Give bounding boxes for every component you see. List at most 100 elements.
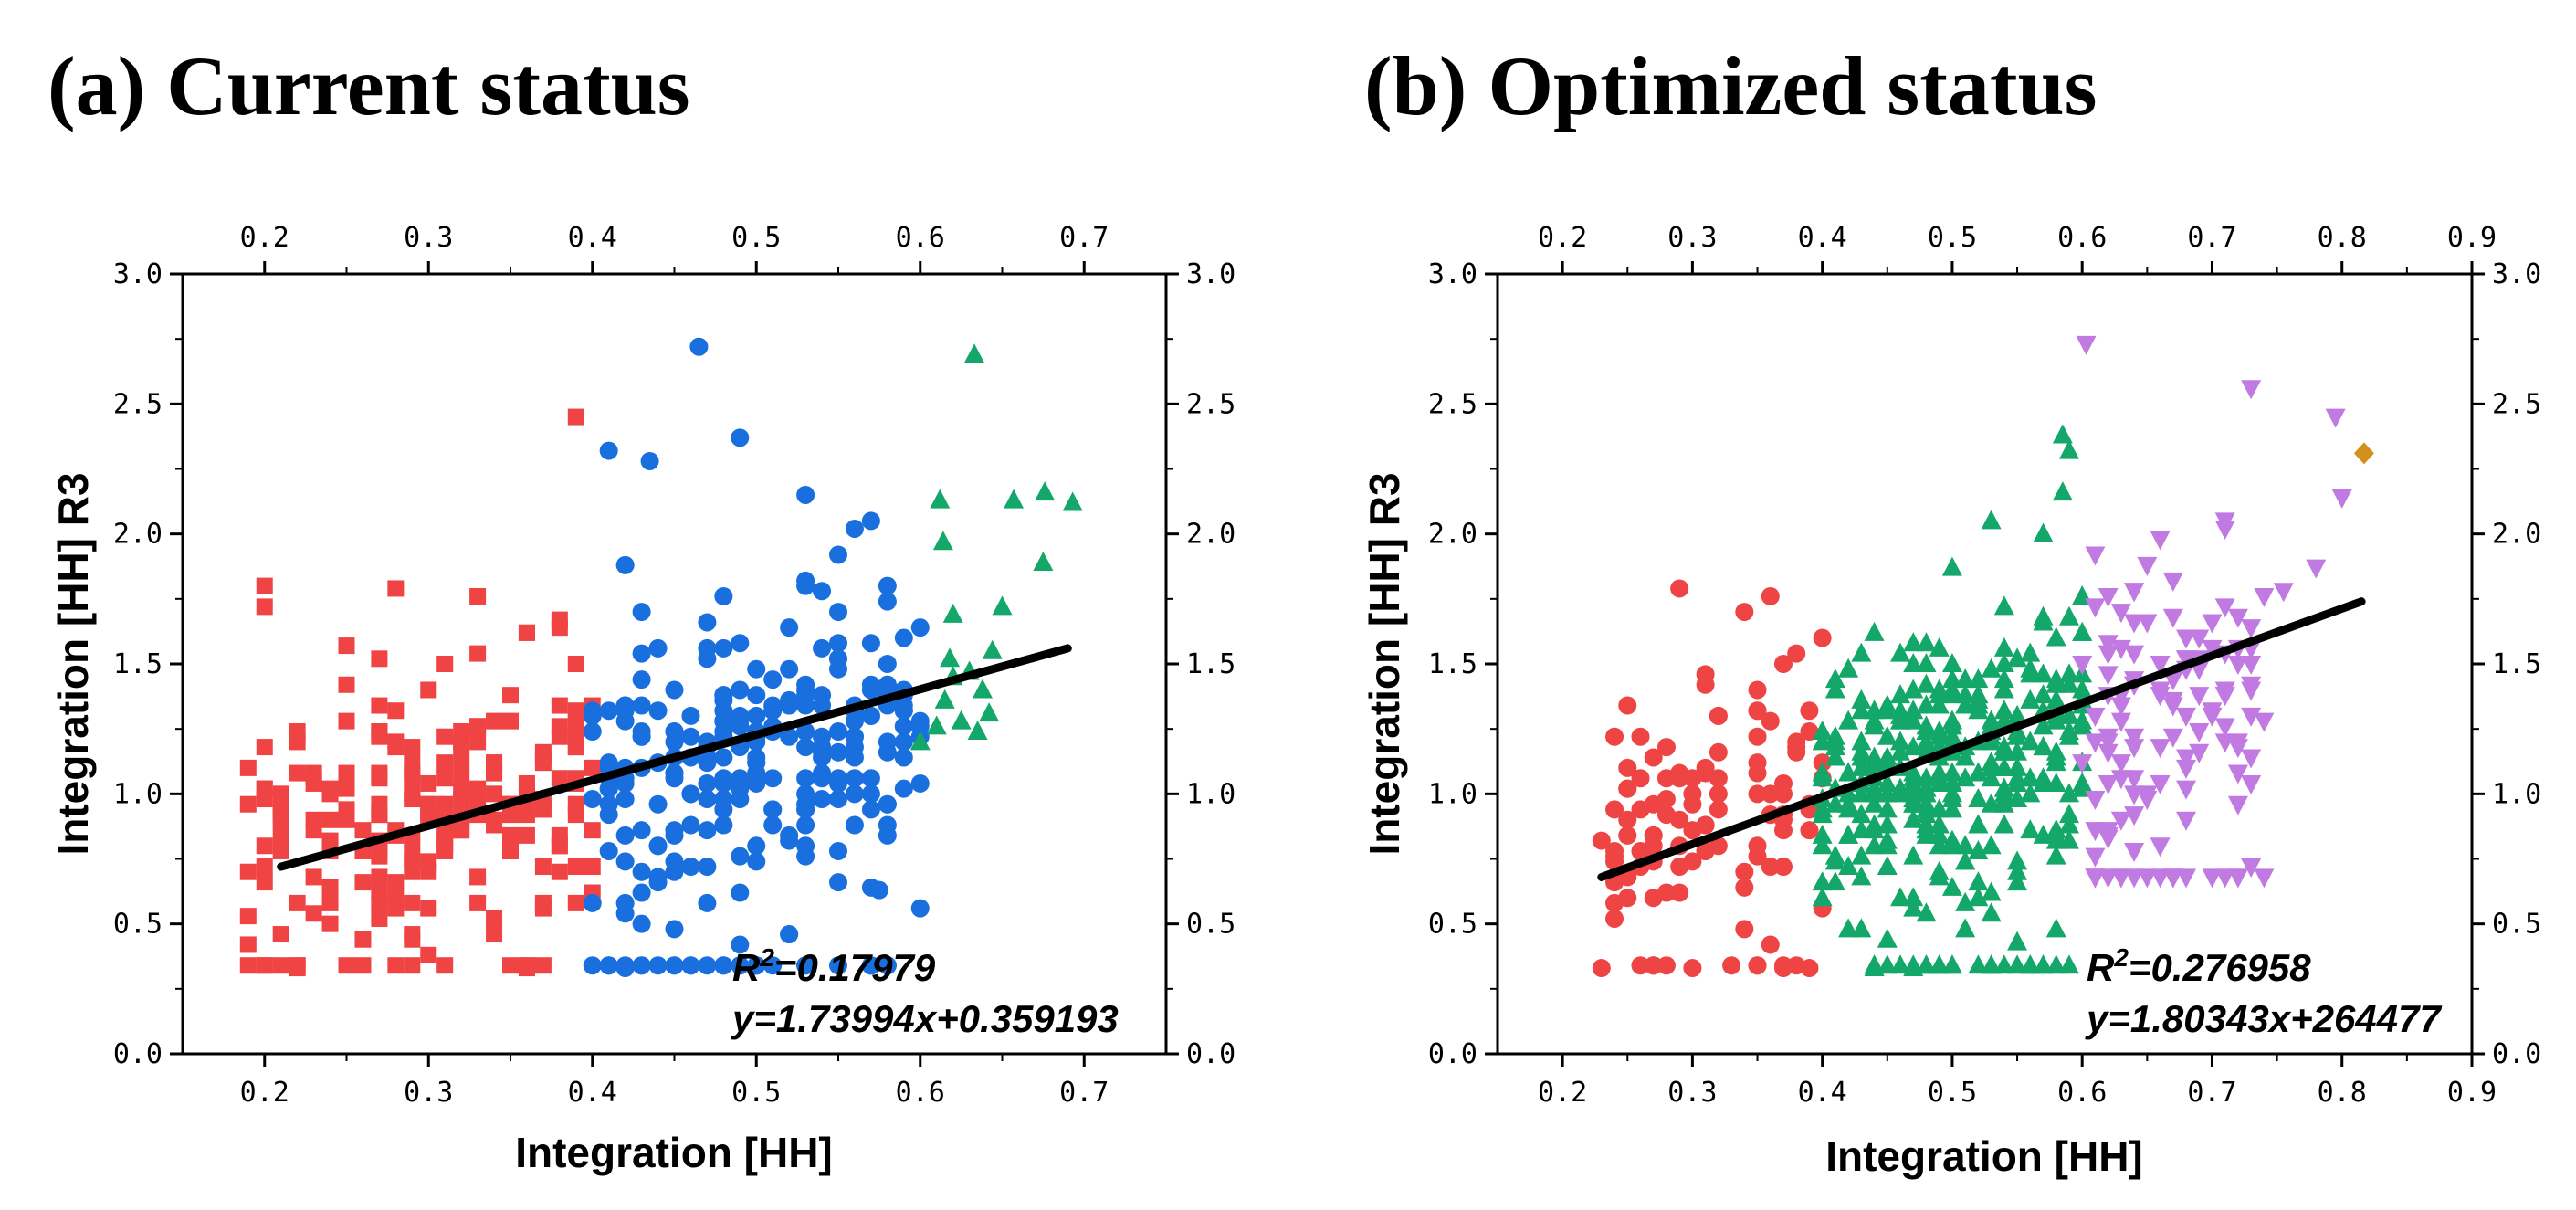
panel-a-series2-point xyxy=(747,836,766,856)
panel-b-series3-point xyxy=(2254,868,2275,889)
panel-b-series3-point xyxy=(2202,639,2223,659)
panel-b-series2-point xyxy=(1824,793,1845,813)
panel-b-series1-point xyxy=(1735,862,1754,881)
panel-b-series3-point xyxy=(2254,587,2275,607)
panel-a-series1-point xyxy=(256,858,273,876)
panel-b-series2-point xyxy=(2058,439,2079,459)
panel-b-series3-point xyxy=(2162,608,2183,628)
panel-b-series2-point xyxy=(1955,767,1976,787)
panel-b-series1-point xyxy=(1618,758,1637,777)
panel-a-series2-point xyxy=(731,711,750,731)
panel-a-series2-point xyxy=(648,794,668,814)
panel-b-series2-point xyxy=(2058,804,2079,824)
panel-b-series1-point xyxy=(1709,784,1728,804)
panel-a-series2-point xyxy=(829,742,847,762)
panel-a-series2-point xyxy=(648,868,668,887)
panel-b-series2-point xyxy=(1955,694,1976,714)
panel-b-series2-point xyxy=(2020,954,2041,974)
panel-b-series2-point xyxy=(1981,881,2002,901)
panel-b-series1-point xyxy=(1618,826,1637,845)
panel-a-series1-point xyxy=(387,889,405,907)
panel-b-series2-point xyxy=(2033,954,2054,974)
panel-a-series1-point xyxy=(404,931,421,948)
panel-a-series1-point xyxy=(305,868,322,886)
panel-a-series1-point xyxy=(338,764,355,782)
panel-b-series2-point xyxy=(1877,928,1898,948)
panel-a-series2-point xyxy=(780,925,799,944)
panel-a-series1-point xyxy=(338,676,355,693)
panel-b-series2-point xyxy=(1877,954,1898,974)
panel-b-series2-point xyxy=(1993,668,2014,689)
panel-b-series2-point xyxy=(1851,819,1872,839)
panel-b-series2-point xyxy=(1824,725,1845,745)
panel-b-series1-point xyxy=(1748,956,1767,975)
panel-a-series1-point xyxy=(239,795,257,813)
panel-a-series2-point xyxy=(714,748,733,767)
panel-a-series2-point xyxy=(615,893,635,912)
panel-a-series1-point xyxy=(404,770,421,787)
panel-a-series2-point xyxy=(599,753,618,773)
panel-b-series1-point xyxy=(1787,644,1806,663)
panel-a-series1-point xyxy=(436,957,454,974)
panel-b-series2-point xyxy=(1993,793,2014,813)
panel-b-series1-point xyxy=(1696,815,1715,835)
panel-b-series3-point xyxy=(2110,754,2131,774)
panel-a-series1-point xyxy=(584,822,601,839)
panel-a-series2-point xyxy=(599,956,618,975)
panel-a-series1-point xyxy=(453,754,470,772)
panel-a-series2-point xyxy=(796,576,815,595)
panel-a-series2-point xyxy=(780,659,799,679)
panel-b-r2: R2=0.276958 xyxy=(2087,943,2311,989)
panel-a-series2-point xyxy=(894,717,913,736)
panel-b-series3-point xyxy=(2214,868,2235,889)
panel-a-series2-point xyxy=(861,680,880,700)
panel-a-series2-point xyxy=(731,956,750,975)
panel-b-series3-point xyxy=(2124,583,2145,603)
panel-b-series2-point xyxy=(2020,663,2041,683)
panel-b-series2-point xyxy=(1941,556,1962,576)
panel-a-series1-point xyxy=(289,764,306,782)
panel-b-series3-point xyxy=(2176,650,2197,670)
panel-b-series3-point xyxy=(2098,774,2119,794)
panel-a-series2-point xyxy=(665,821,684,840)
panel-b-series2-point xyxy=(1851,731,1872,751)
panel-a-series1-point xyxy=(567,858,584,876)
panel-a-series1-point xyxy=(486,712,503,730)
panel-b-series3-point xyxy=(2150,656,2171,675)
panel-b-frame xyxy=(1496,272,2474,1056)
panel-a-series2-point xyxy=(829,603,847,622)
panel-b-series2-point xyxy=(1993,679,2014,699)
panel-b-series3-point xyxy=(2162,671,2183,691)
panel-b-series2-point xyxy=(1993,595,2014,616)
panel-b-xlabel: Integration [HH] xyxy=(1825,1132,2143,1180)
panel-a-series2-point xyxy=(763,800,783,819)
panel-a-xlabel: Integration [HH] xyxy=(515,1129,833,1176)
panel-b-series2-point xyxy=(1877,725,1898,745)
panel-a-series2-point xyxy=(894,748,913,767)
panel-a-ytick-label-right: 0.0 xyxy=(1186,1038,1235,1070)
panel-b-series2-point xyxy=(1812,721,1833,741)
panel-b-ytick-label-left: 0.0 xyxy=(1428,1038,1477,1070)
panel-a-series2-point xyxy=(829,722,847,742)
panel-b-series2-point xyxy=(1993,814,2014,834)
panel-b-series1-point xyxy=(1748,784,1767,804)
panel-b-series2-point xyxy=(1864,756,1885,776)
panel-b-series3-point xyxy=(2124,614,2145,634)
panel-b-series2-point xyxy=(1968,762,1989,782)
panel-a-series1-point xyxy=(567,739,584,756)
panel-a-series3-point xyxy=(1004,489,1025,509)
panel-b-series3-point xyxy=(2150,681,2171,701)
panel-b-series2-point xyxy=(2058,814,2079,834)
panel-b-series3-point xyxy=(2331,489,2352,509)
panel-b-series2-point xyxy=(1890,684,1911,704)
panel-a-series1-point xyxy=(486,785,503,803)
panel-b-series2-point xyxy=(1941,710,1962,730)
panel-a-series2-point xyxy=(681,815,700,835)
panel-a-series2-point xyxy=(910,899,930,918)
panel-b-series2-point xyxy=(1955,918,1976,938)
panel-a-series2-point xyxy=(845,711,864,731)
panel-a-series1-point xyxy=(518,957,535,974)
panel-b-xtick-label-top: 0.7 xyxy=(2187,222,2236,254)
panel-a-series2-point xyxy=(780,690,799,710)
panel-b-series2-point xyxy=(2007,860,2028,880)
